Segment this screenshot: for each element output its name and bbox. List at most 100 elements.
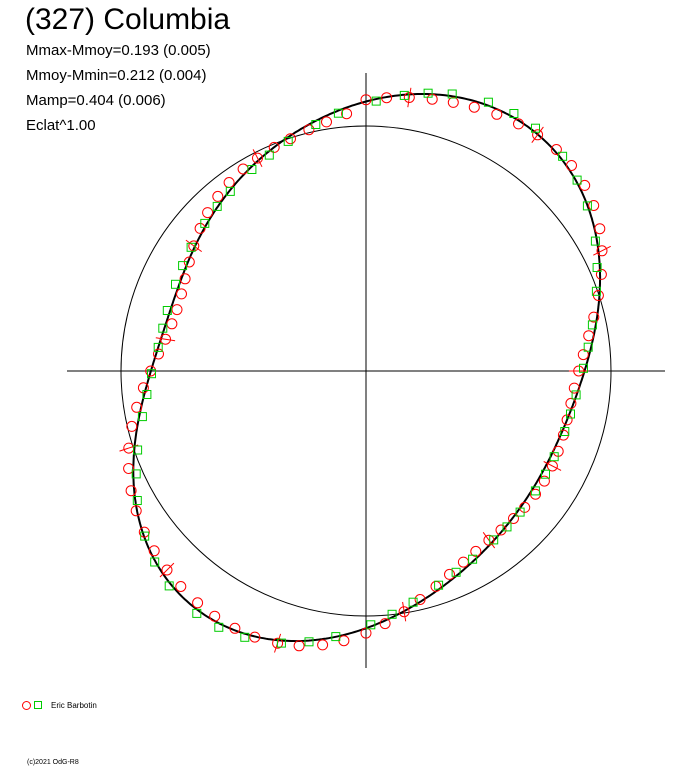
data-point-square	[502, 522, 512, 532]
data-point-square	[264, 150, 274, 160]
data-point-square	[162, 306, 172, 315]
data-point-circle	[530, 488, 541, 500]
data-point-circle	[321, 116, 332, 128]
data-point-square	[423, 88, 433, 98]
data-point-square	[399, 90, 409, 100]
fitted-curve	[132, 93, 602, 643]
data-point-square	[304, 637, 314, 647]
error-bar	[252, 149, 263, 168]
legend-circle-marker	[22, 700, 31, 710]
data-point-circle	[303, 124, 315, 136]
data-point-circle	[398, 606, 410, 618]
data-point-circle	[212, 190, 224, 202]
data-point-circle	[470, 545, 482, 557]
data-point-square	[509, 109, 519, 118]
data-point-square	[331, 632, 341, 642]
data-point-square	[515, 507, 525, 517]
data-point-square	[276, 638, 286, 648]
data-point-square	[583, 342, 593, 352]
data-point-square	[214, 622, 224, 632]
data-point-square	[434, 580, 444, 590]
data-point-square	[587, 320, 597, 330]
data-point-circle	[447, 96, 459, 108]
data-point-circle	[223, 177, 235, 188]
data-point-square	[489, 535, 499, 545]
data-point-square	[192, 608, 202, 618]
data-point-square	[387, 609, 397, 619]
error-bar	[185, 239, 202, 253]
error-bar	[531, 126, 544, 143]
chart-title: (327) Columbia	[25, 3, 231, 36]
data-point-square	[447, 89, 457, 99]
data-point-circle	[125, 485, 137, 497]
data-point-square	[579, 363, 588, 373]
copyright-note: (c)2021 OdG-R8	[27, 759, 79, 766]
data-point-circle	[268, 141, 280, 153]
data-point-square	[137, 412, 147, 422]
data-point-square	[571, 390, 581, 400]
legend-label: Eric Barbotin	[51, 700, 97, 710]
data-point-circle	[379, 618, 391, 630]
data-point-square	[247, 165, 257, 174]
data-point-square	[366, 620, 376, 630]
data-point-circle	[161, 564, 173, 576]
data-point-square	[541, 469, 550, 479]
stat-mmax-mmoy: Mmax-Mmoy=0.193 (0.005)	[26, 42, 211, 59]
data-point-square	[333, 108, 343, 118]
data-point-square	[212, 201, 222, 211]
data-point-square	[566, 409, 575, 419]
data-point-square	[171, 279, 180, 289]
data-point-circle	[229, 622, 241, 634]
data-point-circle	[148, 545, 160, 557]
data-point-square	[530, 486, 540, 496]
stat-mamp: Mamp=0.404 (0.006)	[26, 92, 166, 109]
data-point-circle	[483, 534, 495, 546]
data-point-square	[200, 218, 210, 228]
data-point-circle	[583, 330, 595, 342]
data-point-circle	[249, 631, 261, 643]
data-point-circle	[430, 580, 442, 592]
error-bar	[543, 461, 562, 471]
data-point-square	[558, 151, 568, 161]
reference-circle	[120, 125, 612, 617]
data-point-square	[158, 323, 168, 333]
data-point-circle	[131, 401, 143, 413]
data-point-circle	[381, 92, 393, 104]
data-point-circle	[538, 475, 550, 487]
data-point-circle	[414, 594, 426, 605]
data-point-square	[164, 581, 174, 591]
data-point-circle	[252, 152, 263, 164]
data-point-square	[178, 261, 188, 271]
data-point-square	[582, 201, 592, 211]
data-point-square	[132, 496, 142, 505]
data-point-circle	[565, 397, 577, 409]
data-point-square	[311, 120, 321, 129]
data-point-circle	[171, 304, 183, 316]
data-point-circle	[338, 635, 350, 647]
data-point-circle	[166, 318, 178, 330]
data-point-square	[531, 123, 540, 133]
data-point-circle	[194, 222, 206, 234]
error-bar	[407, 87, 412, 108]
data-point-square	[133, 445, 143, 455]
stat-mmoy-mmin: Mmoy-Mmin=0.212 (0.004)	[26, 67, 207, 84]
data-point-circle	[588, 200, 600, 211]
data-point-circle	[192, 597, 204, 609]
data-point-circle	[293, 640, 305, 652]
data-point-circle	[532, 129, 544, 141]
data-point-square	[142, 390, 152, 399]
error-bar	[155, 337, 176, 342]
error-bar	[402, 601, 407, 622]
data-point-circle	[153, 348, 164, 360]
data-point-circle	[495, 524, 507, 536]
error-bar	[159, 562, 175, 578]
data-point-circle	[577, 349, 589, 361]
data-point-square	[408, 597, 418, 607]
data-point-square	[572, 175, 582, 185]
data-point-square	[150, 557, 160, 567]
data-point-circle	[403, 92, 415, 103]
data-point-circle	[202, 207, 214, 219]
data-point-circle	[285, 133, 296, 145]
legend: Eric Barbotin	[22, 698, 97, 712]
